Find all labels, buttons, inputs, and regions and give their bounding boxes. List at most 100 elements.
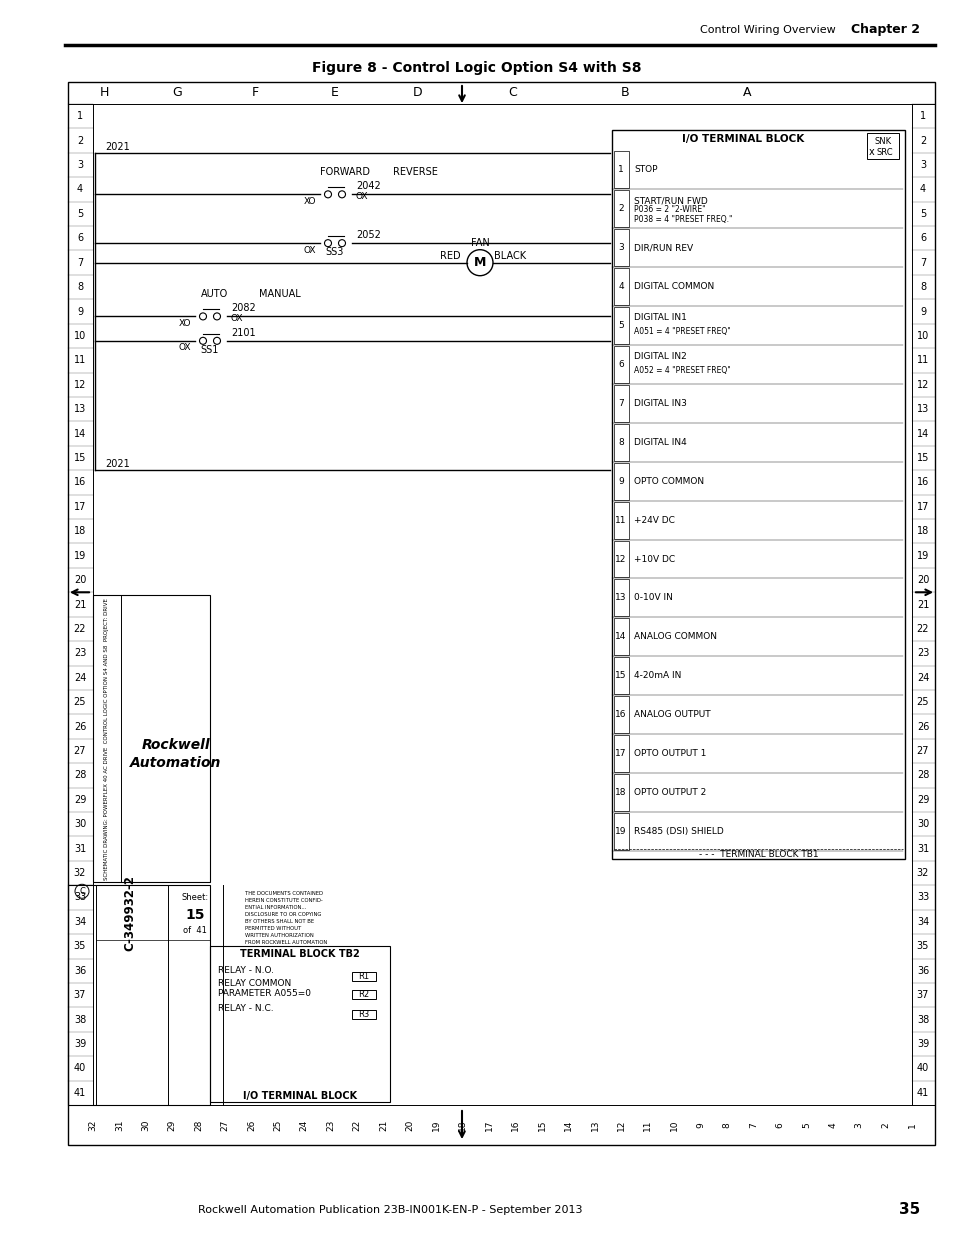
- Text: 1: 1: [906, 1123, 916, 1128]
- Text: 23: 23: [916, 648, 928, 658]
- Text: 12: 12: [617, 1119, 625, 1131]
- Text: 31: 31: [114, 1119, 124, 1131]
- Text: 14: 14: [563, 1119, 573, 1131]
- Text: SS3: SS3: [326, 247, 344, 257]
- Text: 11: 11: [642, 1119, 652, 1131]
- Text: 9: 9: [77, 306, 83, 316]
- Text: HEREIN CONSTITUTE CONFID-: HEREIN CONSTITUTE CONFID-: [245, 898, 322, 903]
- Text: 15: 15: [615, 672, 626, 680]
- Text: XO: XO: [178, 319, 191, 329]
- Text: 28: 28: [194, 1119, 203, 1131]
- Text: 33: 33: [73, 893, 86, 903]
- Text: A: A: [742, 86, 751, 100]
- Text: 26: 26: [916, 721, 928, 731]
- Text: Chapter 2: Chapter 2: [850, 23, 919, 37]
- Text: +24V DC: +24V DC: [634, 515, 674, 525]
- Text: 2021: 2021: [105, 459, 130, 469]
- Text: of  41: of 41: [183, 926, 207, 935]
- Text: 2: 2: [77, 136, 83, 146]
- Text: OPTO OUTPUT 2: OPTO OUTPUT 2: [634, 788, 705, 797]
- Bar: [614, 308, 628, 345]
- Text: BY OTHERS SHALL NOT BE: BY OTHERS SHALL NOT BE: [245, 919, 314, 924]
- Text: 7: 7: [748, 1123, 758, 1128]
- Text: A051 = 4 "PRESET FREQ": A051 = 4 "PRESET FREQ": [634, 327, 730, 336]
- Text: 15: 15: [916, 453, 928, 463]
- Text: Control Wiring Overview: Control Wiring Overview: [700, 25, 835, 35]
- Bar: [614, 579, 628, 616]
- Text: 2052: 2052: [355, 230, 380, 240]
- Text: 19: 19: [916, 551, 928, 561]
- Text: DIGITAL COMMON: DIGITAL COMMON: [634, 282, 714, 291]
- Text: STOP: STOP: [634, 165, 657, 174]
- Text: REVERSE: REVERSE: [392, 167, 437, 178]
- Bar: [866, 133, 898, 159]
- Text: 17: 17: [484, 1119, 494, 1131]
- Text: 9: 9: [919, 306, 925, 316]
- Text: PERMITTED WITHOUT: PERMITTED WITHOUT: [245, 926, 301, 931]
- Bar: [614, 230, 628, 267]
- Text: 30: 30: [141, 1119, 151, 1131]
- Bar: [352, 1010, 375, 1019]
- Text: 23: 23: [326, 1119, 335, 1131]
- Text: FORWARD: FORWARD: [319, 167, 370, 178]
- Text: MANUAL: MANUAL: [259, 289, 300, 299]
- Text: M: M: [474, 256, 486, 269]
- Text: XO: XO: [303, 196, 315, 206]
- Text: 41: 41: [73, 1088, 86, 1098]
- Text: D: D: [413, 86, 422, 100]
- Bar: [614, 501, 628, 538]
- Text: 2: 2: [618, 204, 623, 214]
- Text: DIGITAL IN1: DIGITAL IN1: [634, 314, 686, 322]
- Bar: [68, 885, 210, 1105]
- Circle shape: [213, 337, 220, 345]
- Text: 12: 12: [73, 380, 86, 390]
- Text: 2082: 2082: [231, 304, 255, 314]
- Text: 0-10V IN: 0-10V IN: [634, 593, 672, 603]
- Text: x: x: [868, 147, 874, 157]
- Text: +10V DC: +10V DC: [634, 555, 675, 563]
- Text: 18: 18: [457, 1119, 467, 1131]
- Circle shape: [338, 240, 345, 247]
- Text: 7: 7: [618, 399, 623, 408]
- Text: 15: 15: [185, 908, 205, 923]
- Circle shape: [199, 312, 206, 320]
- Text: 5: 5: [618, 321, 623, 330]
- Text: 1: 1: [77, 111, 83, 121]
- Circle shape: [338, 191, 345, 198]
- Text: 27: 27: [220, 1119, 230, 1131]
- Text: 38: 38: [916, 1014, 928, 1025]
- Text: 21: 21: [73, 599, 86, 610]
- Text: 31: 31: [916, 844, 928, 853]
- Text: 32: 32: [73, 868, 86, 878]
- Text: 35: 35: [73, 941, 86, 951]
- Text: 41: 41: [916, 1088, 928, 1098]
- Text: RELAY COMMON
PARAMETER A055=0: RELAY COMMON PARAMETER A055=0: [218, 978, 311, 998]
- Text: Sheet:: Sheet:: [181, 893, 209, 902]
- Text: 8: 8: [77, 282, 83, 293]
- Text: 8: 8: [919, 282, 925, 293]
- Text: DIGITAL IN2: DIGITAL IN2: [634, 352, 686, 361]
- Text: 34: 34: [916, 916, 928, 927]
- Text: 10: 10: [669, 1119, 678, 1131]
- Text: 8: 8: [618, 437, 623, 447]
- Text: 30: 30: [73, 819, 86, 829]
- Text: 23: 23: [73, 648, 86, 658]
- Text: TERMINAL BLOCK TB2: TERMINAL BLOCK TB2: [240, 950, 359, 960]
- Text: FAN: FAN: [470, 237, 489, 248]
- Bar: [614, 152, 628, 188]
- Text: SS1: SS1: [200, 345, 219, 354]
- Text: 4: 4: [618, 282, 623, 291]
- Text: 40: 40: [73, 1063, 86, 1073]
- Text: 40: 40: [916, 1063, 928, 1073]
- Text: 4-20mA IN: 4-20mA IN: [634, 672, 680, 680]
- Text: 37: 37: [73, 990, 86, 1000]
- Text: 14: 14: [73, 429, 86, 438]
- Bar: [614, 268, 628, 305]
- Text: H: H: [99, 86, 109, 100]
- Text: 19: 19: [615, 827, 626, 836]
- Text: DIR/RUN REV: DIR/RUN REV: [634, 243, 693, 252]
- Text: OX: OX: [178, 343, 191, 352]
- Text: 24: 24: [299, 1119, 309, 1130]
- Bar: [210, 946, 390, 1102]
- Text: 6: 6: [919, 233, 925, 243]
